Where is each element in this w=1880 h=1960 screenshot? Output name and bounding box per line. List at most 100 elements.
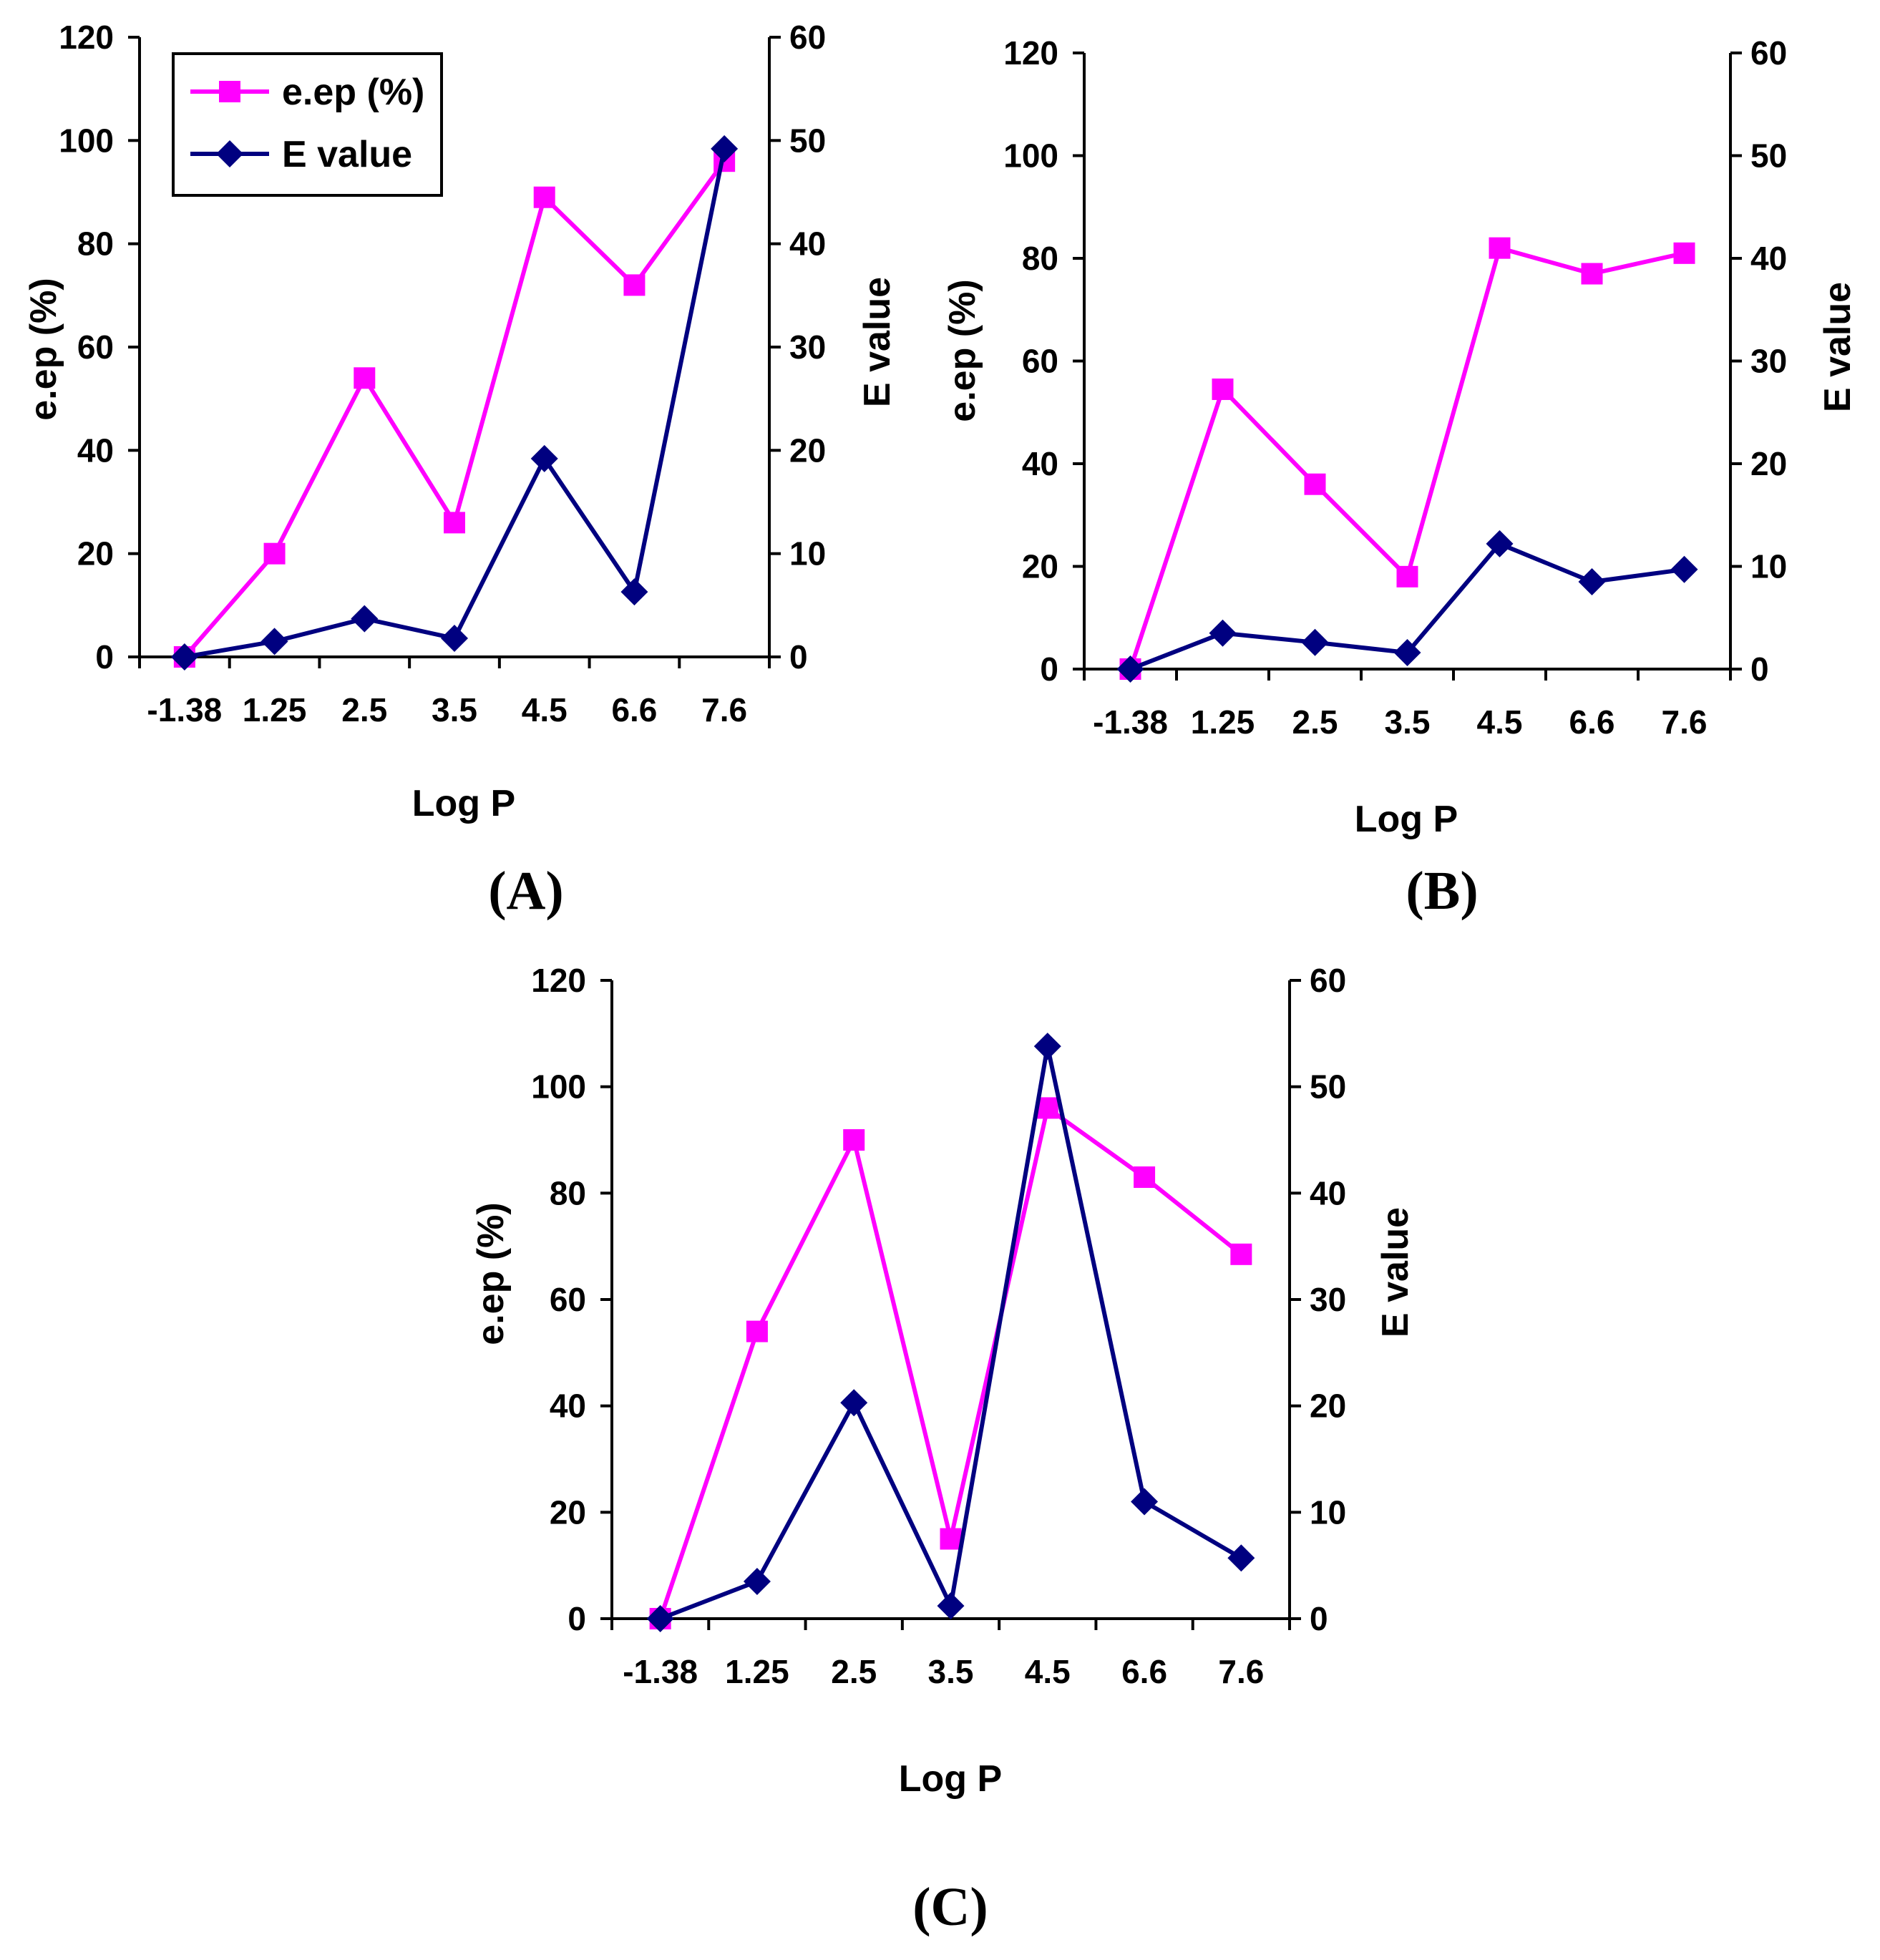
right-tick-label: 60 [789,19,826,56]
right-tick-label: 0 [789,638,808,676]
left-tick-label: 100 [1003,137,1058,175]
x-tick-label: -1.38 [1093,703,1168,741]
x-tick-label: 3.5 [928,1653,974,1690]
left-tick-label: 100 [59,122,114,159]
x-tick-label: 6.6 [1569,703,1615,741]
eep-point [1673,242,1695,264]
x-tick-label: 6.6 [611,691,657,728]
x-tick-label: 2.5 [1292,703,1338,741]
right-tick-label: 50 [1310,1068,1346,1106]
e-value-point [620,578,648,606]
left-tick-label: 80 [77,225,114,263]
legend-e-label: E value [282,134,412,175]
right-tick-label: 50 [1750,137,1787,175]
x-tick-label: -1.38 [623,1653,698,1690]
chart-panel-c: 0 20 40 60 80 100 120 0 10 20 30 40 50 60 -1.38 1.25 2.5… [470,962,1416,1937]
left-tick-label: 20 [550,1493,586,1531]
eep-point [746,1320,768,1342]
e-value-point [1486,530,1514,557]
eep-point [354,367,376,389]
left-tick-label: 20 [1022,548,1058,585]
right-tick-label: 20 [789,432,826,469]
x-tick-label: 1.25 [1191,703,1255,741]
right-tick-label: 40 [1310,1174,1346,1211]
eep-point [1396,565,1418,587]
series-e-value [646,1033,1255,1632]
e-value-point [1301,628,1329,656]
right-tick-label: 30 [789,328,826,366]
legend-e-marker [216,140,243,167]
right-tick-label: 0 [1750,650,1769,688]
panel-label: (C) [912,1877,988,1937]
eep-point [1304,473,1326,495]
e-value-point [1393,639,1421,667]
right-tick-label: 40 [1750,240,1787,277]
x-tick-label: 7.6 [701,691,747,728]
left-tick-label: 120 [59,19,114,56]
left-tick-label: 20 [77,535,114,572]
right-tick-label: 60 [1310,962,1346,999]
x-axis-title: Log P [899,1758,1002,1800]
right-tick-label: 20 [1750,445,1787,482]
chart-panel-b: 0 20 40 60 80 100 120 0 10 20 30 40 50 60 -1.38 1.25 2.5… [942,34,1859,921]
left-tick-label: 40 [77,432,114,469]
eep-point [444,512,465,534]
e-value-point [1131,1488,1159,1516]
eep-point [843,1129,865,1151]
y2-axis-title: E value [857,277,898,407]
legend: e.ep (%) E value [172,52,443,197]
y2-axis-title: E value [1375,1207,1416,1337]
y-axis-title: e.ep (%) [942,279,983,421]
series-e-value [1116,530,1698,683]
x-axis-title: Log P [412,783,515,824]
left-tick-label: 60 [1022,343,1058,380]
x-tick-label: 3.5 [432,691,477,728]
e-value-point [351,605,379,633]
right-tick-label: 10 [1310,1493,1346,1531]
left-tick-label: 120 [1003,34,1058,72]
eep-point [623,274,646,296]
x-axis-title: Log P [1355,799,1458,840]
e-value-point [711,135,739,162]
eep-point [533,186,555,208]
x-tick-label: 1.25 [725,1653,789,1690]
e-value-point [441,625,468,653]
eep-point [1489,237,1511,259]
right-tick-label: 10 [1750,548,1787,585]
x-tick-label: 4.5 [1025,1653,1071,1690]
x-tick-label: 6.6 [1121,1653,1167,1690]
x-tick-label: 2.5 [341,691,387,728]
x-tick-label: 4.5 [1477,703,1523,741]
series-e-value [170,135,739,671]
x-tick-label: 3.5 [1385,703,1431,741]
left-tick-label: 0 [568,1600,586,1637]
eep-point [263,542,286,565]
e-value-point [1227,1544,1255,1572]
x-tick-label: 7.6 [1662,703,1708,741]
eep-point [1036,1097,1058,1119]
x-tick-label: -1.38 [147,691,222,728]
left-tick-label: 100 [531,1068,586,1106]
right-tick-label: 60 [1750,34,1787,72]
left-tick-label: 120 [531,962,586,999]
x-tick-label: 1.25 [243,691,307,728]
e-value-point [1209,619,1237,647]
right-tick-label: 0 [1310,1600,1328,1637]
eep-point [940,1528,962,1550]
right-tick-label: 40 [789,225,826,263]
e-value-point [1033,1033,1061,1061]
left-tick-label: 60 [550,1281,586,1318]
y-axis-title: e.ep (%) [470,1202,512,1345]
e-value-point [937,1592,965,1620]
series-eep [649,1097,1252,1629]
left-tick-label: 60 [77,328,114,366]
legend-box [172,52,443,197]
legend-eep-marker [219,81,240,102]
eep-point [1230,1243,1252,1265]
left-tick-label: 80 [1022,240,1058,277]
panel-label: (A) [488,861,564,921]
e-value-point [260,628,288,655]
e-value-point [1670,555,1698,583]
e-value-point [840,1389,868,1417]
